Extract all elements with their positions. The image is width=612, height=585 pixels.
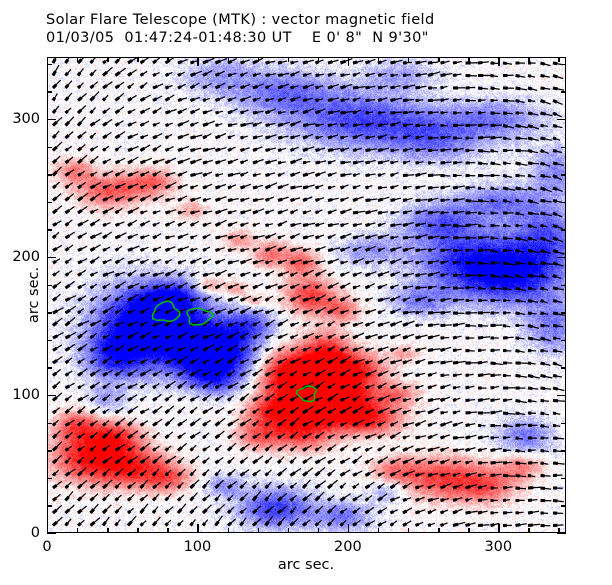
x-tick	[347, 57, 350, 66]
y-tick	[561, 174, 566, 176]
plot-area	[47, 57, 566, 533]
x-tick	[197, 524, 199, 533]
x-tick	[317, 57, 320, 62]
x-tick	[167, 57, 169, 62]
x-tick	[377, 57, 380, 62]
y-tick	[47, 91, 52, 93]
y-tick	[561, 477, 566, 480]
x-tick	[317, 528, 320, 533]
x-tick	[47, 57, 49, 66]
x-tick	[77, 57, 79, 62]
x-tick	[107, 57, 109, 62]
x-tick	[137, 57, 139, 62]
y-tick	[561, 91, 566, 93]
y-tick	[47, 395, 56, 397]
x-tick	[77, 528, 79, 533]
y-tick	[47, 174, 52, 176]
y-tick	[47, 339, 52, 342]
y-tick	[557, 533, 566, 535]
x-tick	[408, 528, 410, 533]
y-tick	[561, 312, 566, 314]
x-tick	[167, 528, 169, 533]
x-tick	[137, 528, 139, 533]
x-tick	[558, 57, 560, 62]
vector-field-overlay	[51, 57, 566, 528]
x-tick	[377, 528, 380, 533]
y-tick	[47, 229, 52, 231]
y-tick-label: 200	[12, 249, 40, 266]
y-tick	[557, 395, 566, 397]
y-tick	[561, 339, 566, 342]
green-contour-3	[296, 385, 318, 403]
x-tick	[107, 528, 109, 533]
x-tick	[197, 57, 199, 66]
y-tick	[561, 284, 566, 287]
y-tick	[557, 257, 566, 259]
y-tick	[47, 533, 56, 535]
x-tick	[528, 57, 530, 62]
y-tick-label: 100	[12, 387, 40, 404]
x-tick	[528, 528, 530, 533]
figure-title: Solar Flare Telescope (MTK) : vector mag…	[46, 12, 435, 28]
y-tick	[47, 367, 52, 369]
y-tick	[561, 63, 566, 66]
green-contour-overlay	[151, 300, 318, 403]
x-tick	[408, 57, 410, 62]
x-tick	[287, 57, 290, 62]
x-tick	[287, 528, 290, 533]
y-tick	[561, 201, 566, 204]
y-tick	[47, 450, 52, 452]
y-tick	[47, 201, 52, 204]
y-tick	[557, 119, 566, 121]
x-tick	[347, 524, 350, 533]
y-tick	[561, 422, 566, 424]
x-tick	[498, 524, 500, 533]
x-tick	[438, 57, 440, 62]
figure-subtitle: 01/03/05 01:47:24-01:48:30 UT E 0' 8" N …	[46, 30, 429, 46]
x-tick	[468, 528, 470, 533]
y-tick	[561, 146, 566, 149]
y-tick	[47, 505, 52, 507]
y-tick	[47, 422, 52, 424]
x-axis-title: arc sec.	[277, 557, 335, 573]
green-contour-2	[186, 307, 214, 326]
x-tick	[257, 57, 259, 62]
y-axis-title: arc sec.	[26, 266, 43, 324]
y-tick	[561, 505, 566, 507]
x-tick	[227, 57, 229, 62]
y-tick	[47, 477, 52, 480]
x-tick	[498, 57, 500, 66]
vector-arrow-shafts	[52, 57, 566, 527]
x-tick	[47, 524, 49, 533]
y-tick-label: 0	[30, 525, 40, 541]
vector-arrow-tails	[51, 58, 566, 528]
y-tick	[47, 63, 52, 66]
x-tick	[257, 528, 259, 533]
x-tick-label: 300	[484, 539, 513, 555]
y-tick	[47, 312, 52, 314]
y-tick	[561, 229, 566, 231]
x-tick-label: 200	[334, 539, 362, 555]
y-tick	[561, 450, 566, 452]
x-tick	[438, 528, 440, 533]
x-tick	[468, 57, 470, 62]
x-tick-label: 0	[42, 539, 52, 555]
y-tick	[47, 146, 52, 149]
green-contour-1	[151, 300, 181, 323]
y-tick-label: 300	[12, 111, 40, 128]
x-tick	[227, 528, 229, 533]
y-tick	[47, 257, 56, 259]
x-tick	[558, 528, 560, 533]
y-tick	[561, 367, 566, 369]
y-tick	[47, 284, 52, 287]
y-tick	[47, 119, 56, 121]
x-tick-label: 100	[183, 539, 212, 555]
